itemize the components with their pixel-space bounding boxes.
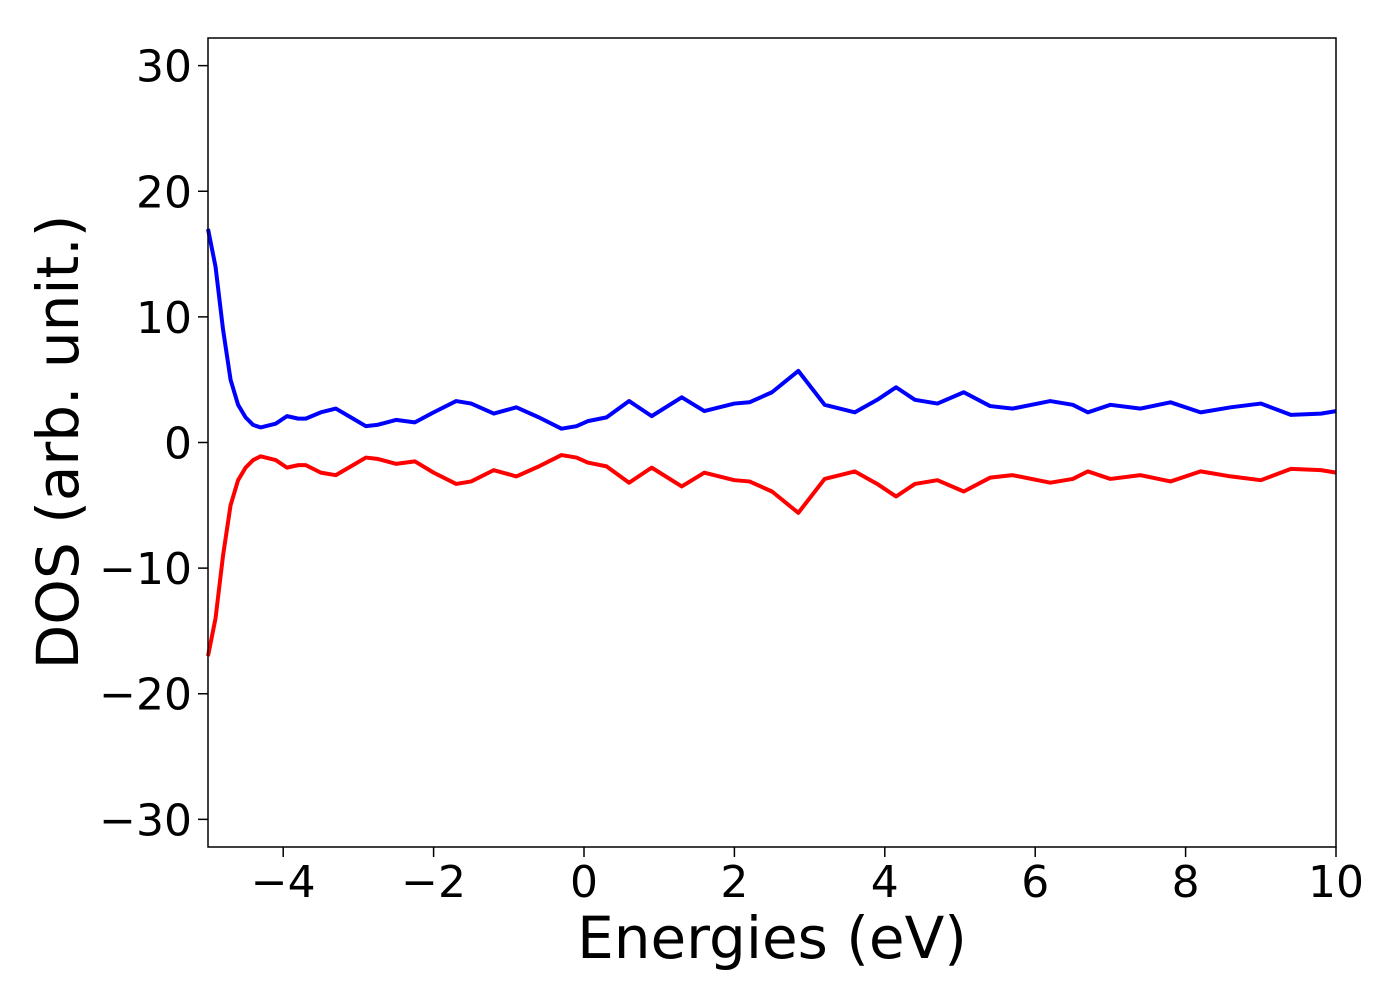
line-series <box>206 453 1337 657</box>
x-tick-label: 4 <box>871 857 899 908</box>
x-tick-label: 6 <box>1021 857 1049 908</box>
x-tick-label: −4 <box>251 857 316 908</box>
y-tick-label: 10 <box>136 293 192 344</box>
x-tick-label: 0 <box>570 857 598 908</box>
plot-frame <box>207 37 1337 848</box>
x-axis-label: Energies (eV) <box>577 904 967 972</box>
y-tick-label: −10 <box>99 544 192 595</box>
y-tick-label: −30 <box>99 795 192 846</box>
line-series <box>206 228 1337 431</box>
y-tick-label: 30 <box>136 42 192 93</box>
x-tick-label: −2 <box>401 857 466 908</box>
x-tick-label: 2 <box>720 857 748 908</box>
y-tick-label: −20 <box>99 670 192 721</box>
x-tick-label: 10 <box>1308 857 1364 908</box>
y-axis-label: DOS (arb. unit.) <box>24 215 92 670</box>
y-tick-label: 0 <box>164 419 192 470</box>
y-tick-label: 20 <box>136 167 192 218</box>
x-tick-label: 8 <box>1172 857 1200 908</box>
